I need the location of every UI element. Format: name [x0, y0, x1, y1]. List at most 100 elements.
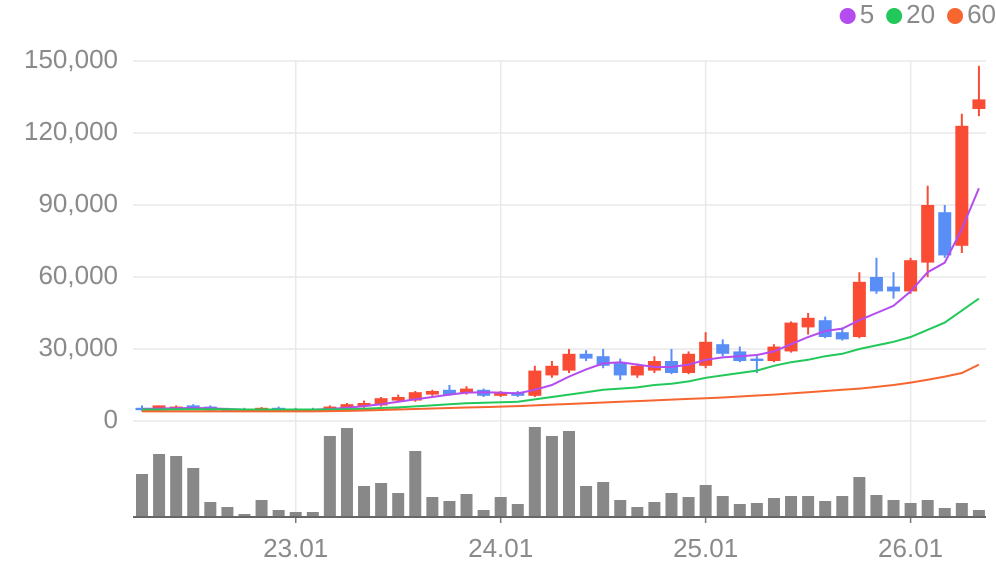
candle-body: [562, 353, 576, 371]
candle-body: [904, 260, 918, 292]
volume-bar: [272, 510, 285, 517]
legend-swatch: [886, 8, 903, 24]
volume-bar: [921, 500, 934, 517]
volume-bar: [528, 427, 541, 517]
volume-bar: [426, 497, 439, 517]
legend-swatch: [947, 8, 964, 24]
candle-body: [869, 277, 883, 292]
candle-body: [647, 361, 661, 371]
volume-bar: [221, 507, 234, 517]
volume-bar: [955, 503, 968, 517]
x-tick-label: 26.01: [878, 533, 943, 563]
candle-body: [596, 356, 610, 366]
volume-bar: [750, 503, 763, 517]
x-tick-label: 24.01: [468, 533, 533, 563]
volume-bar: [887, 500, 900, 517]
volume-bar: [494, 497, 507, 517]
candle-body: [152, 405, 166, 409]
volume-bar: [904, 503, 917, 517]
volume-bar: [631, 507, 644, 517]
y-tick-label: 30,000: [38, 332, 118, 362]
volume-bar: [733, 504, 746, 517]
ma-line: [142, 363, 980, 413]
volume-bar: [648, 502, 661, 517]
volume-bar: [836, 496, 849, 517]
legend-swatch: [839, 8, 856, 24]
volume-bar: [716, 496, 729, 517]
candle-body: [972, 99, 986, 109]
candle-body: [938, 212, 952, 256]
candle-body: [630, 365, 644, 376]
candle-body: [425, 391, 439, 395]
volume-bar: [153, 454, 166, 517]
y-tick-label: 150,000: [24, 44, 118, 74]
legend-label: 5: [860, 0, 874, 29]
candle-body: [494, 392, 508, 396]
volume-bar: [682, 497, 695, 517]
volume-bar: [358, 486, 371, 517]
candle-body: [528, 370, 542, 396]
volume-bar: [204, 502, 217, 517]
volume-bar: [665, 493, 678, 517]
volume-bar: [187, 468, 200, 517]
candle-body: [784, 322, 798, 352]
y-tick-label: 0: [104, 404, 118, 434]
volume-bar: [545, 436, 558, 517]
volume-bar: [819, 501, 832, 517]
y-tick-label: 60,000: [38, 260, 118, 290]
candle-body: [750, 358, 764, 361]
ma-line: [142, 297, 980, 411]
volume-bar: [340, 428, 353, 517]
volume-bar: [375, 483, 388, 517]
volume-bar: [699, 485, 712, 517]
volume-bar: [306, 512, 319, 517]
candle-body: [545, 365, 559, 376]
candle-body: [408, 392, 422, 401]
candle-body: [374, 398, 388, 406]
candle-body: [391, 397, 405, 401]
candle-body: [579, 353, 593, 359]
volume-bar: [767, 498, 780, 517]
volume-bar: [853, 477, 866, 517]
candle-body: [852, 281, 866, 337]
candle-body: [442, 389, 456, 395]
candle-body: [460, 388, 474, 394]
candle-body: [835, 332, 849, 340]
candle-body: [699, 341, 713, 366]
volume-bar: [136, 474, 148, 517]
volume-bar: [460, 494, 473, 517]
y-tick-label: 120,000: [24, 116, 118, 146]
volume-bar: [614, 500, 627, 517]
candle-body: [613, 363, 627, 376]
volume-bar: [563, 431, 575, 517]
volume-bar: [477, 510, 490, 517]
candle-body: [340, 404, 354, 408]
candle-body: [716, 344, 730, 354]
volume-bar: [938, 508, 951, 517]
candle-body: [887, 286, 901, 292]
volume-bar: [392, 493, 405, 517]
volume-bar: [443, 501, 456, 517]
volume-bar: [289, 512, 302, 517]
legend-label: 60: [967, 0, 996, 29]
candle-body: [921, 205, 935, 263]
volume-bar: [597, 482, 610, 517]
volume-bar: [870, 495, 883, 517]
candle-body: [955, 125, 969, 246]
y-tick-label: 90,000: [38, 188, 118, 218]
legend-label: 20: [906, 0, 935, 29]
volume-bar: [580, 486, 593, 517]
candle-body: [801, 317, 815, 328]
x-tick-label: 25.01: [673, 533, 738, 563]
volume-bar: [785, 496, 798, 517]
volume-bar: [511, 504, 524, 517]
volume-bar: [238, 514, 251, 517]
volume-bar: [323, 436, 336, 517]
volume-bar: [170, 456, 183, 517]
volume-bar: [802, 496, 815, 517]
volume-bar: [409, 451, 422, 517]
candle-body: [818, 320, 832, 337]
x-tick-label: 23.01: [263, 533, 328, 563]
volume-bar: [972, 510, 985, 517]
